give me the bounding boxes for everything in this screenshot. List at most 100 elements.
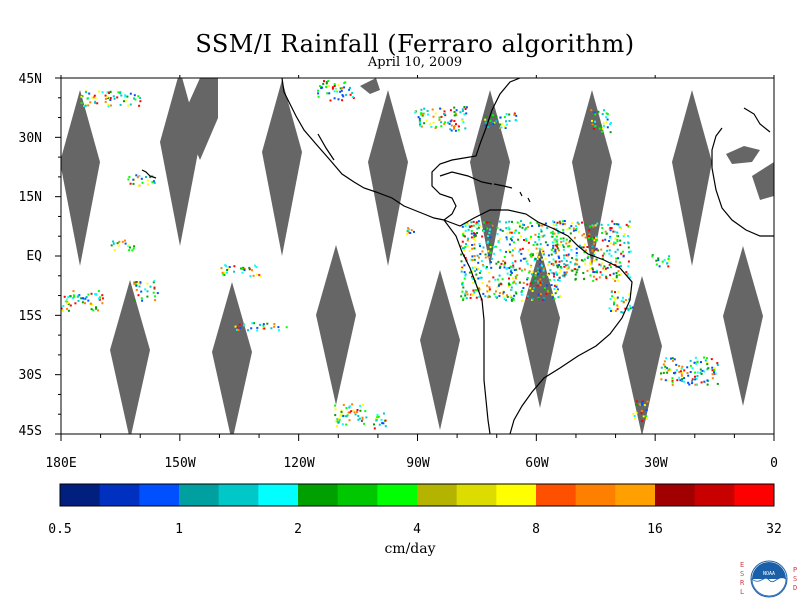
rain-cell (86, 97, 89, 100)
rain-cell (553, 297, 556, 300)
rain-cell (500, 262, 503, 265)
rain-cell (667, 265, 670, 268)
rain-cell (331, 87, 334, 90)
swath-gap (262, 80, 302, 256)
colorbar (59, 483, 775, 507)
rain-cell (602, 122, 605, 125)
rain-cell (518, 267, 521, 270)
rain-cell (681, 380, 684, 383)
rain-cell (556, 245, 559, 248)
rain-cell (98, 298, 101, 301)
rain-cell (144, 288, 147, 291)
rain-cell (558, 264, 561, 267)
rain-cell (699, 368, 702, 371)
rain-cell (551, 241, 554, 244)
rain-cell (334, 88, 337, 91)
rain-cell (406, 232, 408, 235)
rain-cell (628, 298, 631, 301)
rain-cell (609, 226, 612, 229)
rain-cell (116, 242, 119, 245)
rain-cell (475, 296, 478, 299)
rain-cell (550, 262, 553, 265)
rain-cell (563, 273, 566, 276)
rain-cell (139, 281, 142, 284)
rain-cell (465, 106, 468, 109)
rain-cell (614, 242, 617, 245)
rain-cell (516, 221, 519, 224)
rain-cell (541, 264, 543, 267)
rain-cell (556, 221, 559, 224)
rain-cell (462, 247, 465, 250)
rain-cell (343, 86, 346, 89)
coastline-na-west (281, 78, 445, 221)
rain-cell (547, 272, 550, 275)
rain-cell (664, 379, 667, 382)
lat-label: 45S (18, 424, 42, 439)
rain-cell (562, 248, 565, 251)
colorbar-swatch (99, 484, 140, 506)
rain-cell (574, 229, 577, 232)
rain-cell (620, 265, 622, 268)
rain-cell (593, 254, 596, 257)
rain-cell (587, 237, 590, 240)
rain-cell (453, 125, 456, 128)
rain-cell (570, 225, 573, 228)
rain-cell (594, 224, 597, 227)
rain-cell (603, 265, 606, 268)
rain-cell (146, 282, 149, 285)
rain-cell (384, 425, 387, 428)
rain-cell (337, 417, 340, 420)
rain-cell (468, 249, 471, 252)
rain-cell (689, 371, 692, 373)
land-mask (726, 146, 760, 164)
rain-cell (612, 278, 615, 281)
rain-cell (380, 418, 383, 421)
rain-cell (508, 267, 511, 269)
rain-cell (657, 259, 660, 262)
rain-cell (686, 372, 689, 374)
rain-cell (601, 127, 604, 130)
rain-cell (706, 361, 709, 364)
rain-cell (657, 257, 660, 260)
rain-cell (67, 301, 70, 304)
svg-text:L: L (740, 588, 744, 596)
rain-cell (547, 263, 549, 266)
rain-cell (519, 259, 522, 262)
rain-cell (591, 119, 593, 122)
rain-cell (348, 405, 351, 408)
rain-cell (543, 287, 546, 290)
rain-cell (613, 302, 615, 305)
rain-cell (344, 81, 347, 84)
rain-cell (633, 415, 636, 417)
rain-cell (226, 271, 228, 274)
rain-cell (140, 297, 143, 300)
rain-cell (671, 379, 674, 382)
rain-cell (90, 292, 93, 295)
swath-gap (723, 246, 763, 406)
swath-gap (470, 90, 510, 266)
rain-cell (127, 104, 130, 107)
rain-cell (69, 295, 72, 298)
rain-cell (620, 311, 623, 313)
rain-cell (327, 80, 330, 82)
rain-cell (87, 293, 90, 296)
rain-cell (668, 259, 671, 262)
rain-cell (472, 293, 475, 296)
rain-cell (137, 95, 140, 98)
rain-cell (674, 371, 677, 374)
rain-cell (67, 296, 70, 299)
rain-cell (74, 302, 77, 305)
rain-cell (640, 412, 643, 415)
rain-cell (463, 113, 466, 116)
rain-cell (529, 237, 532, 240)
rain-cell (505, 268, 508, 270)
rain-cell (553, 288, 556, 290)
rain-cell (118, 244, 121, 247)
rain-cell (506, 272, 509, 275)
rain-cell (539, 281, 542, 284)
rain-cell (459, 111, 462, 114)
rain-cell (600, 264, 602, 267)
rain-cell (560, 266, 563, 269)
rain-cell (574, 278, 577, 281)
